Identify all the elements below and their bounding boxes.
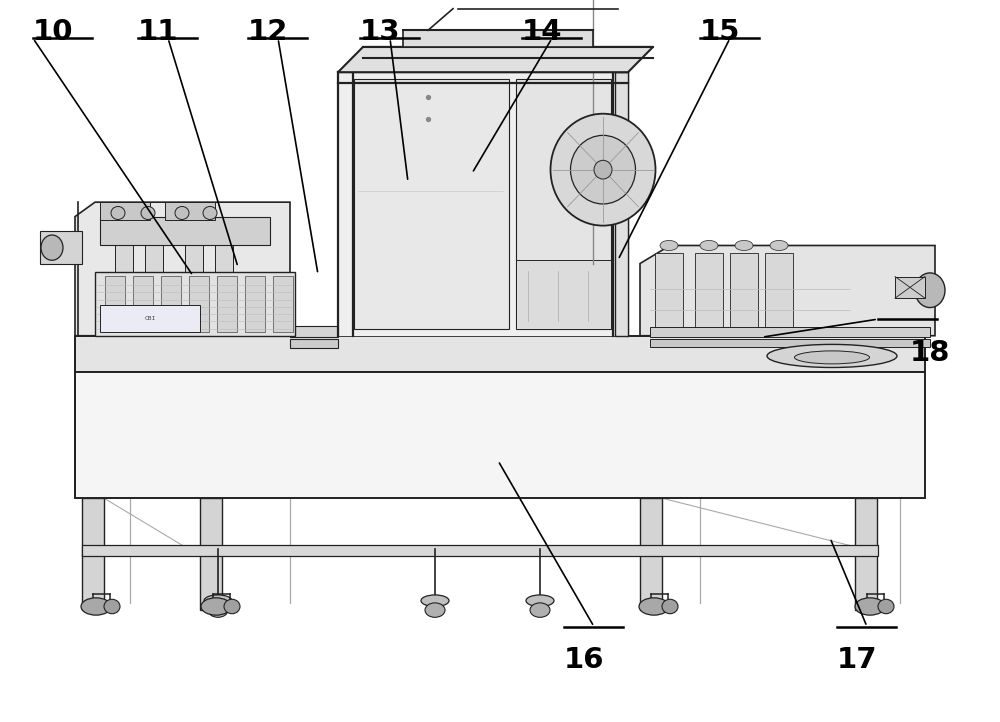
Bar xyxy=(100,305,200,332)
Bar xyxy=(273,276,293,332)
Ellipse shape xyxy=(141,206,155,219)
Ellipse shape xyxy=(41,235,63,260)
Text: 13: 13 xyxy=(360,18,401,46)
Ellipse shape xyxy=(224,599,240,614)
Bar xyxy=(895,277,925,298)
Ellipse shape xyxy=(770,240,788,251)
Bar xyxy=(245,276,265,332)
Text: 18: 18 xyxy=(910,339,950,367)
Ellipse shape xyxy=(878,599,894,614)
Bar xyxy=(765,253,793,332)
Ellipse shape xyxy=(421,595,449,606)
Ellipse shape xyxy=(735,240,753,251)
Polygon shape xyxy=(75,372,925,498)
Bar xyxy=(290,339,338,348)
Ellipse shape xyxy=(594,160,612,179)
Bar xyxy=(215,231,233,336)
Ellipse shape xyxy=(639,598,669,615)
Bar xyxy=(516,260,611,329)
Text: 15: 15 xyxy=(700,18,740,46)
Ellipse shape xyxy=(175,206,189,219)
Ellipse shape xyxy=(111,206,125,219)
Bar xyxy=(145,231,163,336)
Bar xyxy=(82,498,104,610)
Ellipse shape xyxy=(104,599,120,614)
Bar xyxy=(133,276,153,332)
Ellipse shape xyxy=(526,595,554,606)
Bar xyxy=(95,272,295,336)
Ellipse shape xyxy=(767,344,897,367)
Bar xyxy=(855,498,877,610)
Bar xyxy=(354,79,509,329)
Ellipse shape xyxy=(660,240,678,251)
Polygon shape xyxy=(338,72,628,336)
Bar xyxy=(185,231,203,336)
Polygon shape xyxy=(640,245,935,336)
Ellipse shape xyxy=(201,598,231,615)
Text: 11: 11 xyxy=(138,18,178,46)
Ellipse shape xyxy=(203,206,217,219)
Bar xyxy=(695,253,723,332)
Bar xyxy=(730,253,758,332)
Text: CBI: CBI xyxy=(144,316,156,321)
Ellipse shape xyxy=(425,603,445,617)
Polygon shape xyxy=(82,545,878,556)
Polygon shape xyxy=(75,336,925,372)
Ellipse shape xyxy=(700,240,718,251)
Text: 10: 10 xyxy=(33,18,74,46)
Bar xyxy=(650,339,930,347)
Bar xyxy=(105,276,125,332)
Bar xyxy=(200,498,222,610)
Ellipse shape xyxy=(530,603,550,617)
Ellipse shape xyxy=(204,595,232,606)
Bar xyxy=(100,217,270,245)
Polygon shape xyxy=(338,47,653,72)
Polygon shape xyxy=(40,231,82,264)
Ellipse shape xyxy=(81,598,111,615)
Bar xyxy=(650,327,930,337)
Bar xyxy=(655,253,683,332)
Ellipse shape xyxy=(570,136,636,204)
Bar xyxy=(165,202,215,220)
Ellipse shape xyxy=(550,113,656,225)
Polygon shape xyxy=(403,30,593,47)
Text: 17: 17 xyxy=(837,646,878,674)
Bar xyxy=(100,202,150,220)
Bar xyxy=(640,498,662,610)
Ellipse shape xyxy=(855,598,885,615)
Text: 12: 12 xyxy=(248,18,288,46)
Text: 14: 14 xyxy=(522,18,562,46)
Bar xyxy=(615,72,628,336)
Polygon shape xyxy=(75,202,290,336)
Bar xyxy=(189,276,209,332)
Ellipse shape xyxy=(794,351,870,364)
Ellipse shape xyxy=(915,273,945,308)
Ellipse shape xyxy=(662,599,678,614)
Bar xyxy=(290,326,338,337)
Text: 16: 16 xyxy=(564,646,604,674)
Bar xyxy=(217,276,237,332)
Bar xyxy=(115,231,133,336)
Bar xyxy=(161,276,181,332)
Bar xyxy=(516,79,611,329)
Ellipse shape xyxy=(208,603,228,617)
